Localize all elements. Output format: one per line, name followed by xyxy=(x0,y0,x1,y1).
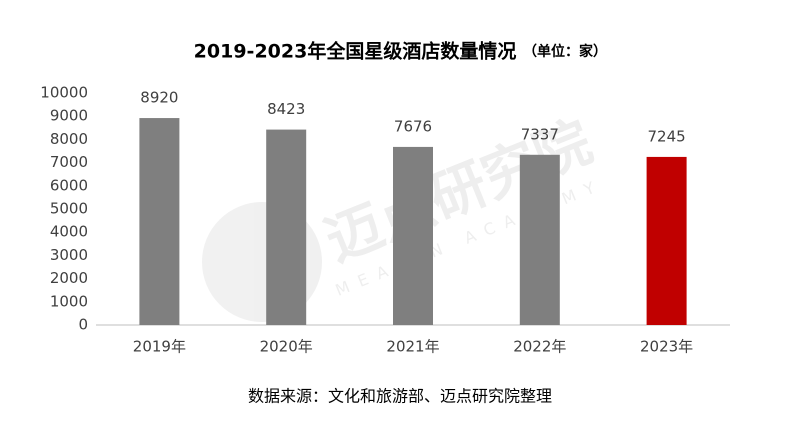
y-tick-label: 6000 xyxy=(50,176,88,194)
chart-title: 2019-2023年全国星级酒店数量情况 xyxy=(194,40,517,63)
x-tick-label: 2022年 xyxy=(513,338,566,356)
value-label: 8423 xyxy=(267,100,305,118)
y-tick-label: 1000 xyxy=(50,292,88,310)
bar xyxy=(393,146,433,325)
bar xyxy=(139,118,180,325)
bar xyxy=(519,154,560,325)
value-label: 7245 xyxy=(648,127,686,145)
y-tick-label: 3000 xyxy=(50,246,88,264)
bar xyxy=(646,156,687,325)
y-tick-label: 0 xyxy=(78,316,88,334)
unit-note: （单位：家） xyxy=(523,43,607,60)
value-label: 8920 xyxy=(140,89,178,107)
y-tick-label: 9000 xyxy=(50,107,88,125)
x-tick-label: 2020年 xyxy=(260,338,313,356)
source-note: 数据来源：文化和旅游部、迈点研究院整理 xyxy=(248,387,552,406)
y-tick-label: 8000 xyxy=(50,130,88,148)
x-tick-label: 2023年 xyxy=(640,338,693,356)
y-tick-label: 7000 xyxy=(50,153,88,171)
value-label: 7676 xyxy=(394,117,432,135)
y-tick-label: 10000 xyxy=(40,84,88,102)
y-tick-label: 4000 xyxy=(50,223,88,241)
y-tick-label: 5000 xyxy=(50,200,88,218)
y-tick-label: 2000 xyxy=(50,269,88,287)
x-tick-label: 2021年 xyxy=(386,338,439,356)
bar xyxy=(266,129,307,325)
x-tick-label: 2019年 xyxy=(133,338,186,356)
value-label: 7337 xyxy=(521,125,559,143)
